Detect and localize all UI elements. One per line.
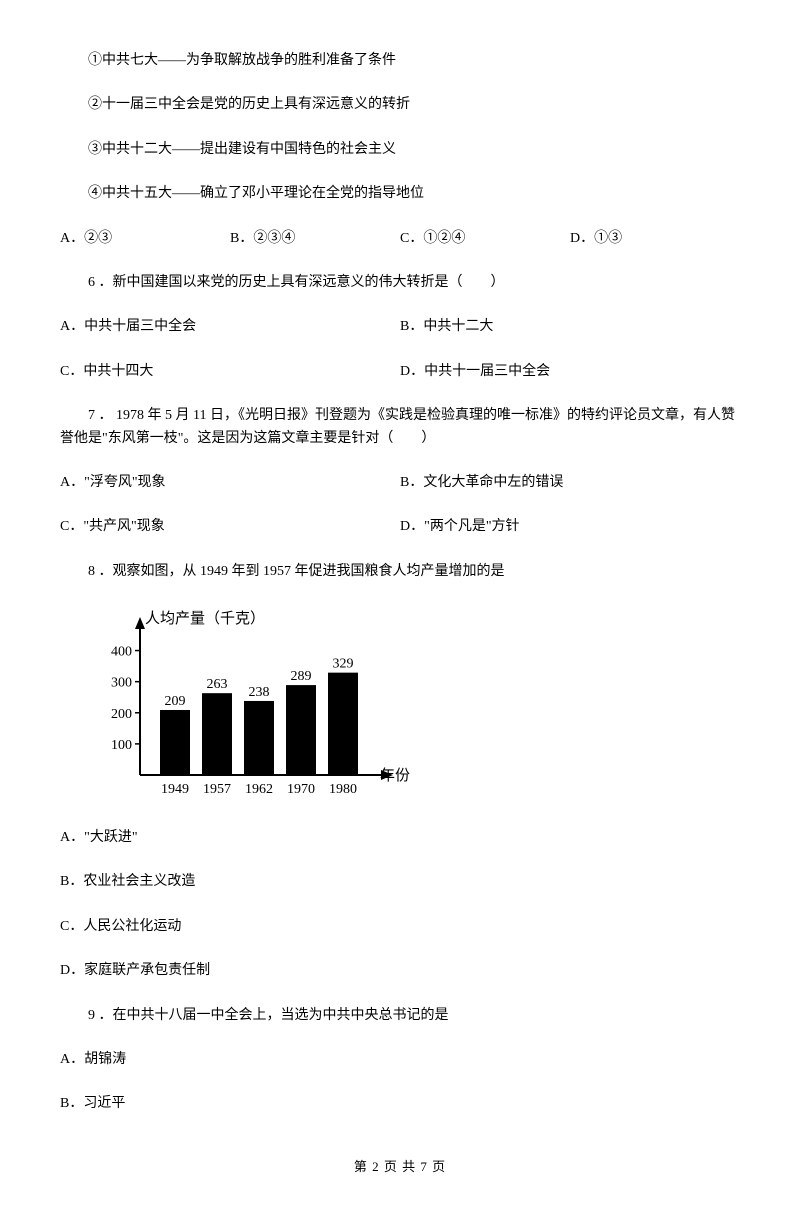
q6-option-c: C．中共十四大 — [60, 361, 400, 383]
q7-stem: 7 ． 1978 年 5 月 11 日，《光明日报》刊登题为《实践是检验真理的唯… — [60, 405, 740, 450]
q7-option-c: C．"共产风"现象 — [60, 516, 400, 538]
q8-stem: 8 ．观察如图，从 1949 年到 1957 年促进我国粮食人均产量增加的是 — [60, 561, 740, 583]
svg-text:300: 300 — [111, 676, 132, 691]
svg-text:1970: 1970 — [287, 782, 315, 797]
bar-chart: 人均产量（千克） 100 200 300 400 209 1949 263 1957 238 19… — [90, 605, 410, 805]
q5-option-b: B．②③④ — [230, 228, 400, 250]
q5-option-d: D．①③ — [570, 228, 740, 250]
svg-text:1957: 1957 — [203, 782, 231, 797]
q6-stem: 6 ．新中国建国以来党的历史上具有深远意义的伟大转折是（ ） — [60, 272, 740, 294]
statement-4: ④中共十五大——确立了邓小平理论在全党的指导地位 — [60, 183, 740, 205]
statement-3: ③中共十二大——提出建设有中国特色的社会主义 — [60, 139, 740, 161]
svg-text:209: 209 — [165, 694, 186, 709]
svg-text:289: 289 — [291, 669, 312, 684]
q7-option-d: D．"两个凡是"方针 — [400, 516, 740, 538]
page-footer: 第 2 页 共 7 页 — [60, 1156, 740, 1175]
q7-option-b: B．文化大革命中左的错误 — [400, 472, 740, 494]
q9-option-a: A．胡锦涛 — [60, 1049, 740, 1071]
statement-1: ①中共七大——为争取解放战争的胜利准备了条件 — [60, 50, 740, 72]
q5-option-a: A．②③ — [60, 228, 230, 250]
svg-text:1949: 1949 — [161, 782, 189, 797]
svg-text:1980: 1980 — [329, 782, 357, 797]
q6-option-d: D．中共十一届三中全会 — [400, 361, 740, 383]
q8-option-a: A．"大跃进" — [60, 827, 740, 849]
chart-x-title: 年份 — [380, 764, 410, 785]
svg-text:100: 100 — [111, 738, 132, 753]
page-content: ①中共七大——为争取解放战争的胜利准备了条件 ②十一届三中全会是党的历史上具有深… — [0, 0, 800, 1205]
svg-text:263: 263 — [207, 677, 228, 692]
q5-option-c: C．①②④ — [400, 228, 570, 250]
q9-stem: 9 ．在中共十八届一中全会上，当选为中共中央总书记的是 — [60, 1005, 740, 1027]
chart-y-title: 人均产量（千克） — [145, 607, 265, 628]
statement-2: ②十一届三中全会是党的历史上具有深远意义的转折 — [60, 94, 740, 116]
q9-option-b: B．习近平 — [60, 1093, 740, 1115]
q8-option-b: B．农业社会主义改造 — [60, 871, 740, 893]
q6-option-a: A．中共十届三中全会 — [60, 316, 400, 338]
chart-svg: 100 200 300 400 209 1949 263 1957 238 1962 289 1970… — [90, 605, 410, 805]
svg-text:400: 400 — [111, 645, 132, 660]
svg-text:1962: 1962 — [245, 782, 273, 797]
q8-option-c: C．人民公社化运动 — [60, 916, 740, 938]
svg-text:329: 329 — [333, 657, 354, 672]
svg-text:238: 238 — [249, 685, 270, 700]
q6-option-b: B．中共十二大 — [400, 316, 740, 338]
q7-row1: A．"浮夸风"现象 B．文化大革命中左的错误 — [60, 472, 740, 494]
q5-options: A．②③ B．②③④ C．①②④ D．①③ — [60, 228, 740, 250]
q6-row2: C．中共十四大 D．中共十一届三中全会 — [60, 361, 740, 383]
q8-option-d: D．家庭联产承包责任制 — [60, 960, 740, 982]
q7-option-a: A．"浮夸风"现象 — [60, 472, 400, 494]
q7-row2: C．"共产风"现象 D．"两个凡是"方针 — [60, 516, 740, 538]
svg-text:200: 200 — [111, 707, 132, 722]
q6-row1: A．中共十届三中全会 B．中共十二大 — [60, 316, 740, 338]
